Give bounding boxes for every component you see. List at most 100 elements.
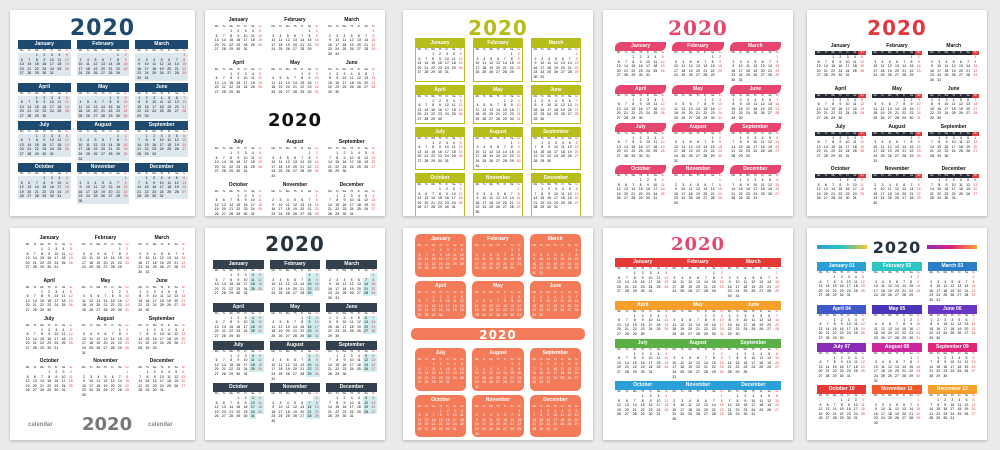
day-cell: 20 xyxy=(167,66,172,71)
day-cell: 19 xyxy=(293,207,297,212)
weekday-label: Fr xyxy=(561,94,565,98)
weekday-row: Mo Tu We Th Fr Sa Su xyxy=(77,130,130,134)
day-cell: 8 xyxy=(540,366,543,371)
weekday-label: We xyxy=(152,172,156,176)
day-cell: 17 xyxy=(123,104,128,109)
day-cell: 30 xyxy=(42,71,47,76)
day-cell: 15 xyxy=(631,64,636,69)
weekday-label: Mo xyxy=(25,366,30,370)
day-cell: 25 xyxy=(760,149,765,154)
day-cell: 16 xyxy=(546,417,551,422)
weekday-label: Sa xyxy=(510,94,514,98)
day-cell: 26 xyxy=(417,426,422,431)
month-name: January xyxy=(416,39,464,48)
day-cell: 17 xyxy=(951,144,956,149)
weekday-label: Tu xyxy=(146,243,149,246)
day-cell: 12 xyxy=(278,324,283,329)
weekday-label: We xyxy=(152,366,157,370)
weekday-label: Th xyxy=(104,243,107,246)
day-cell: 20 xyxy=(816,68,821,73)
day-cell: 4 xyxy=(489,413,492,418)
day-cell: 1 xyxy=(503,98,506,103)
day-cell: 20 xyxy=(364,80,369,85)
day-cell: 18 xyxy=(951,106,956,111)
day-cell: 26 xyxy=(860,288,865,293)
day-cell: 23 xyxy=(711,327,716,332)
day-cell: 3 xyxy=(541,56,544,61)
weekday-label: We xyxy=(431,244,436,247)
day-cell: 8 xyxy=(183,57,186,62)
day-cell: 23 xyxy=(42,109,47,114)
panel-4: 2020 January Mo Tu We Th Fr Sa Su 1 2 3 4 5 6 7 8 9 10 11 1… xyxy=(603,10,793,216)
weekday-label: Th xyxy=(101,129,105,133)
day-cell: 11 xyxy=(349,76,354,81)
day-cell: 4 xyxy=(689,182,692,187)
weekday-label: Mo xyxy=(727,347,732,351)
day-cell: 21 xyxy=(624,149,628,154)
day-cell: 23 xyxy=(236,42,241,47)
day-cell: 4 xyxy=(475,299,478,304)
weekday-label: Th xyxy=(439,244,443,247)
day-cell: 20 xyxy=(696,149,700,154)
day-cell: 6 xyxy=(175,95,178,100)
day-cell: 16 xyxy=(532,261,537,266)
day-cell: 13 xyxy=(300,405,305,410)
day-cell: 16 xyxy=(236,80,241,85)
day-cell: 1 xyxy=(641,394,644,399)
month-may: May Mo Tu We Th Fr Sa Su 1 2 3 4 5 6 7 8 9 10 11 12 13 14 15 16… xyxy=(670,300,726,337)
day-cell: 24 xyxy=(349,409,354,414)
day-cell: 28 xyxy=(823,115,828,120)
weekday-label: Tu xyxy=(936,271,940,274)
day-cell: 4 xyxy=(665,394,668,399)
day-cell: 30 xyxy=(546,426,551,431)
day-cell: 14 xyxy=(503,257,507,262)
day-cell: 20 xyxy=(369,362,377,368)
day-cell: 20 xyxy=(214,329,219,334)
day-cell: 25 xyxy=(560,422,565,427)
day-cell: 30 xyxy=(152,345,157,350)
day-cell: 29 xyxy=(735,412,740,417)
day-cell: 25 xyxy=(452,261,457,266)
day-cell: 5 xyxy=(482,299,485,304)
day-cell: 23 xyxy=(236,367,241,372)
day-cell: 29 xyxy=(738,196,743,201)
day-cell: 17 xyxy=(271,286,276,291)
day-cell: 3 xyxy=(647,135,649,140)
day-cell: 8 xyxy=(739,182,742,187)
day-cell: 13 xyxy=(19,104,24,109)
day-cell: 13 xyxy=(489,107,494,112)
weekday-label: Fr xyxy=(357,269,361,272)
weekday-label: We xyxy=(746,93,750,97)
day-cell: 28 xyxy=(32,307,37,312)
day-cell: 2 xyxy=(839,97,842,102)
day-cell: 6 xyxy=(575,408,578,413)
weekday-label: Sa xyxy=(307,269,311,272)
day-cell: 13 xyxy=(214,80,219,85)
day-cell: 31 xyxy=(335,51,340,56)
month-name: March xyxy=(326,260,377,269)
day-cell: 7 xyxy=(222,358,225,363)
day-cell: 10 xyxy=(680,403,685,408)
day-cell: 9 xyxy=(930,64,933,69)
day-cell: 26 xyxy=(488,266,493,271)
day-cell: 19 xyxy=(767,403,772,408)
weekday-label: Th xyxy=(42,91,46,95)
weekday-label: Mo xyxy=(82,243,86,246)
month-may: May Mo Tu We Th Fr Sa Su 1 2 3 4 5 6 7 8 9 10 11 12 13 14 15 16… xyxy=(672,84,724,121)
weekday-label: Su xyxy=(315,67,319,71)
day-cell: 13 xyxy=(362,320,370,325)
day-cell: 7 xyxy=(425,366,428,371)
day-cell: 27 xyxy=(496,380,500,385)
day-cell: 10 xyxy=(553,413,558,418)
day-cell: 13 xyxy=(32,379,37,384)
weekday-label: We xyxy=(285,147,290,150)
day-cell: 11 xyxy=(459,413,464,418)
weekday-label: Th xyxy=(293,25,297,28)
day-cell: 27 xyxy=(966,111,971,116)
month-november: November Mo Tu We Th Fr Sa Su 1 2 3 4 5 6 7 8 9 10 11 12 13 1… xyxy=(473,173,523,216)
day-cell: 24 xyxy=(738,73,743,78)
day-cell: 22 xyxy=(909,288,914,293)
day-cell: 14 xyxy=(174,256,179,261)
day-cell: 8 xyxy=(118,332,121,337)
day-cell: 23 xyxy=(532,266,537,271)
